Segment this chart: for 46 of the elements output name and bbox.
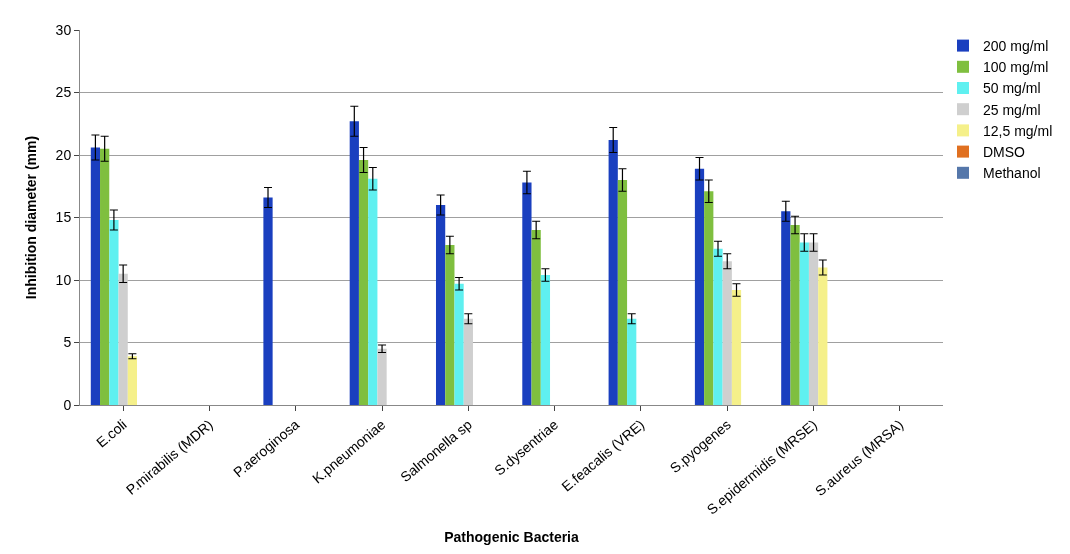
y-tick-label: 10 [55, 271, 72, 288]
legend-label: 12,5 mg/ml [983, 122, 1053, 139]
bar [722, 261, 732, 405]
bar [781, 211, 791, 405]
y-tick-label: 0 [63, 396, 72, 413]
bar [109, 220, 119, 405]
y-axis-title: Inhibition diameter (mm) [23, 135, 40, 300]
bar [704, 191, 714, 405]
bar [694, 168, 705, 405]
bar [531, 230, 541, 405]
legend-label: 200 mg/ml [983, 38, 1049, 55]
y-tick-label: 5 [63, 334, 72, 351]
bar [90, 147, 101, 405]
bar [263, 197, 273, 405]
y-tick-label: 30 [55, 21, 72, 38]
legend-label: 50 mg/ml [983, 80, 1041, 97]
bar [799, 242, 809, 405]
bar [522, 182, 532, 405]
bar [435, 205, 446, 405]
bar [818, 267, 828, 405]
bar [118, 273, 128, 405]
bar [454, 283, 464, 405]
bar [713, 248, 723, 405]
y-tick-label: 15 [55, 209, 72, 226]
bar [540, 275, 551, 405]
legend-label: DMSO [983, 144, 1026, 161]
bar [349, 121, 359, 405]
bar [377, 348, 387, 405]
bar [627, 318, 637, 405]
bar [127, 356, 138, 405]
bar [608, 140, 618, 405]
bar [358, 160, 369, 405]
bar [368, 178, 378, 405]
x-axis-title: Pathogenic Bacteria [444, 528, 580, 545]
y-tick-label: 25 [55, 84, 72, 101]
y-tick-label: 20 [55, 146, 72, 163]
bar [463, 318, 473, 405]
bar [808, 242, 819, 405]
bar [617, 180, 628, 405]
legend-label: 25 mg/ml [983, 101, 1041, 118]
bar [731, 290, 742, 405]
legend-label: 100 mg/ml [983, 59, 1049, 76]
bar [100, 148, 110, 405]
bar [445, 245, 455, 405]
bar [790, 225, 800, 405]
legend-label: Methanol [983, 165, 1041, 182]
